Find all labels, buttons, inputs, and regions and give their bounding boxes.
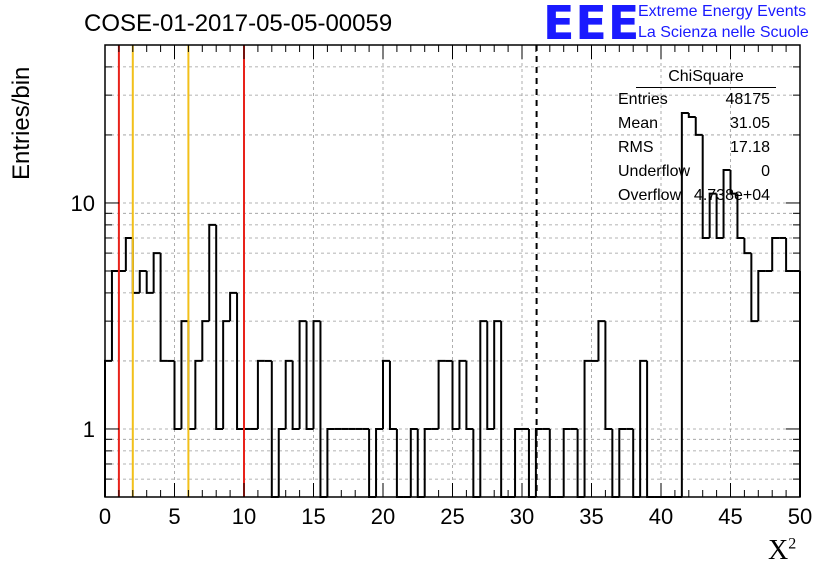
stats-title: ChiSquare xyxy=(636,68,776,88)
histogram-bin xyxy=(159,253,168,362)
histogram-bin xyxy=(687,113,696,119)
histogram-bin xyxy=(500,321,509,498)
histogram-bin xyxy=(319,321,328,498)
histogram-bin xyxy=(451,360,460,430)
x-tick-label: 0 xyxy=(99,504,111,529)
marker-lines xyxy=(117,45,538,497)
y-axis-label: Entries/bin xyxy=(8,66,35,180)
histogram-bin xyxy=(458,359,467,429)
histogram-bin xyxy=(229,291,238,322)
histogram-bin xyxy=(771,236,780,271)
histogram-bin xyxy=(124,236,133,271)
histogram-bin xyxy=(291,360,300,430)
histogram-bin xyxy=(618,427,627,497)
eee-logo: EEE xyxy=(543,0,641,50)
chart-title: COSE-01-2017-05-05-00059 xyxy=(84,10,393,37)
stats-row: Overflow 4.738e+04 xyxy=(612,184,776,208)
histogram-bin xyxy=(701,134,710,239)
stats-key: Entries xyxy=(618,91,668,108)
histogram-bin xyxy=(729,169,738,195)
histogram-bin xyxy=(715,193,724,239)
histogram-bin xyxy=(639,359,648,497)
histogram-bin xyxy=(465,360,474,430)
histogram-bin xyxy=(180,320,189,429)
histogram-bin xyxy=(312,320,321,429)
stats-key: Mean xyxy=(618,115,659,132)
histogram-bin xyxy=(138,270,147,293)
histogram-bin xyxy=(375,427,383,497)
histogram-bin xyxy=(382,359,390,429)
stats-value: 48175 xyxy=(725,91,771,108)
histogram-bin xyxy=(284,359,293,429)
histogram-bin xyxy=(110,270,119,361)
histogram-bin xyxy=(722,168,731,238)
histogram-bin xyxy=(562,427,571,497)
histogram-bin xyxy=(256,359,265,429)
histogram-bin xyxy=(388,360,397,430)
histogram-bin xyxy=(750,253,759,323)
histogram-bin xyxy=(277,427,286,497)
histogram-bin xyxy=(486,321,495,430)
histogram-bin xyxy=(785,237,794,272)
stats-value: 31.05 xyxy=(729,115,770,132)
stats-value: 17.18 xyxy=(729,139,770,156)
histogram-bin xyxy=(479,320,488,497)
x-tick-label: 30 xyxy=(510,504,534,529)
x-tick-label: 25 xyxy=(440,504,464,529)
histogram-bin xyxy=(152,252,161,293)
stats-row: Underflow 0 xyxy=(612,160,776,184)
stats-value: 4.738e+04 xyxy=(693,187,770,204)
axis-ticks: 0 5 10 15 20 25 30 35 40 45 50 1 10 xyxy=(71,44,812,529)
histogram-bin xyxy=(743,237,752,255)
histogram-bin xyxy=(131,237,140,294)
stats-key: RMS xyxy=(618,139,654,156)
histogram-bin xyxy=(583,359,592,497)
histogram-bin xyxy=(194,359,203,429)
x-tick-label: 40 xyxy=(649,504,673,529)
histogram-bin xyxy=(493,320,502,429)
histogram-bin xyxy=(597,320,606,361)
y-tick-label: 10 xyxy=(71,191,95,216)
histogram-bin xyxy=(236,292,244,430)
histogram-bin xyxy=(514,427,522,497)
stats-row: Mean 31.05 xyxy=(612,112,776,136)
histogram-bin xyxy=(187,321,196,430)
histogram-bin xyxy=(604,321,613,430)
x-tick-label: 35 xyxy=(579,504,603,529)
x-tick-label: 10 xyxy=(232,504,256,529)
histogram-bin xyxy=(326,427,335,497)
histogram-bin xyxy=(736,193,745,239)
histogram-bin xyxy=(437,359,446,429)
histogram-bin xyxy=(423,427,432,497)
histogram-bin xyxy=(145,271,154,294)
histogram-bin xyxy=(694,117,703,136)
logo-caption-1: Extreme Energy Events xyxy=(638,3,807,20)
histogram-bin xyxy=(298,320,307,429)
histogram-bin xyxy=(757,270,766,322)
histogram-bin xyxy=(409,427,418,497)
y-tick-label: 1 xyxy=(83,417,95,442)
histogram-bin xyxy=(215,224,224,430)
x-tick-label: 45 xyxy=(718,504,742,529)
histogram-bin xyxy=(201,320,210,361)
x-tick-label: 50 xyxy=(788,504,812,529)
stats-value: 0 xyxy=(761,163,770,180)
x-tick-label: 15 xyxy=(301,504,325,529)
stats-key: Overflow xyxy=(618,187,682,204)
histogram-bin xyxy=(305,321,314,430)
x-tick-label: 20 xyxy=(371,504,395,529)
x-axis-label: X2 xyxy=(768,535,797,566)
histogram-bin xyxy=(222,320,231,429)
histogram-bin xyxy=(173,360,182,430)
stats-box: ChiSquare Entries 48175 Mean 31.05 RMS 1… xyxy=(612,68,776,208)
stats-key: Underflow xyxy=(618,163,691,180)
x-tick-label: 5 xyxy=(168,504,180,529)
histogram-bin xyxy=(708,192,717,238)
logo-caption-2: La Scienza nelle Scuole xyxy=(638,24,809,41)
stats-row: Entries 48175 xyxy=(612,88,776,112)
histogram-bin xyxy=(208,223,217,322)
histogram-bin xyxy=(680,112,689,497)
stats-row: RMS 17.18 xyxy=(612,136,776,160)
